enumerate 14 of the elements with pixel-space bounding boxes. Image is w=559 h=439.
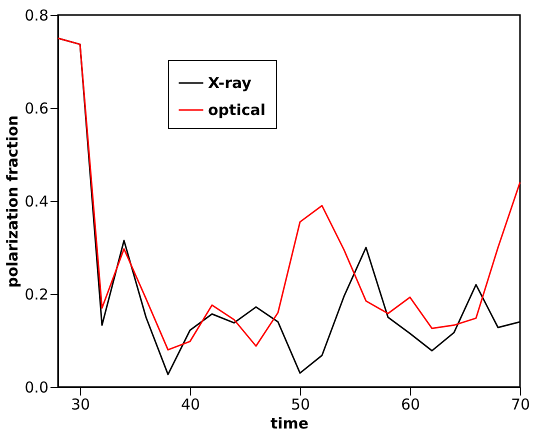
y-tick-label: 0.2 (24, 286, 48, 304)
x-tick-label: 30 (70, 396, 90, 414)
y-tick-label: 0.0 (24, 378, 48, 396)
x-tick-label: 50 (290, 396, 310, 414)
legend-label: X-ray (208, 74, 252, 92)
x-tick-label: 60 (400, 396, 420, 414)
y-axis-title: polarization fraction (4, 115, 22, 288)
y-tick-label: 0.6 (24, 100, 48, 118)
y-tick-label: 0.8 (24, 6, 48, 24)
x-axis-title: time (270, 414, 309, 432)
x-tick-label: 40 (180, 396, 200, 414)
x-tick-label: 70 (510, 396, 530, 414)
legend-label: optical (208, 101, 266, 119)
y-tick-label: 0.4 (24, 192, 48, 210)
